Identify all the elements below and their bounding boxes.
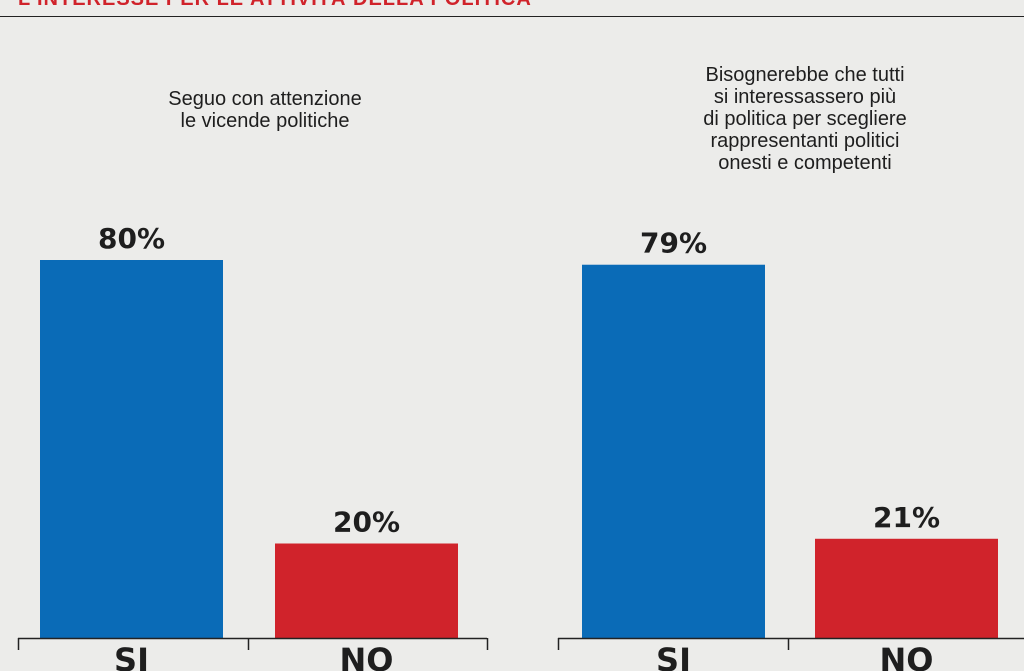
value-label-left-no: 20% <box>333 506 400 539</box>
chart-title-left: Seguo con attenzione le vicende politich… <box>168 88 362 132</box>
header-title: L'INTERESSE PER LE ATTIVITÀ DELLA POLITI… <box>18 0 532 11</box>
category-label-left-si: SI <box>114 641 149 671</box>
bar-right-no <box>815 538 998 638</box>
header-strip: L'INTERESSE PER LE ATTIVITÀ DELLA POLITI… <box>0 0 1024 17</box>
chart-title-right: Bisognerebbe che tutti si interessassero… <box>703 64 907 174</box>
category-label-right-no: NO <box>880 641 934 671</box>
value-label-right-si: 79% <box>640 227 707 260</box>
category-label-right-si: SI <box>656 641 691 671</box>
value-label-left-si: 80% <box>98 222 165 255</box>
bar-left-no <box>275 543 458 638</box>
category-label-left-no: NO <box>340 641 394 671</box>
bar-right-si <box>582 264 765 638</box>
bar-left-si <box>40 260 223 638</box>
value-label-right-no: 21% <box>873 501 940 534</box>
